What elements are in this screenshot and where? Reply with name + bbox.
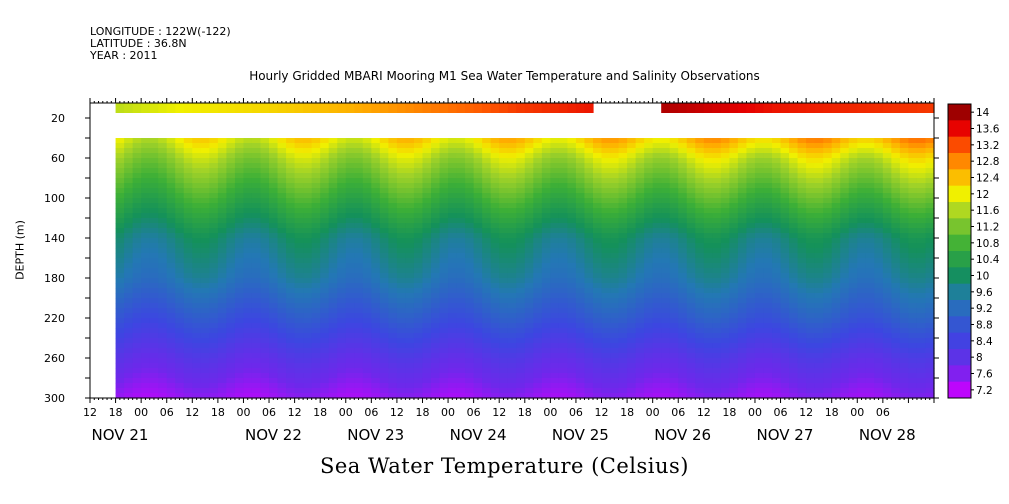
colorbar-swatch	[948, 185, 971, 203]
x-tick-label: 12	[185, 406, 199, 419]
colorbar-label: 8.4	[976, 336, 993, 348]
x-day-label: NOV 28	[859, 426, 916, 444]
colorbar-label: 9.2	[976, 303, 993, 315]
colorbar-swatch	[948, 104, 971, 121]
x-tick-label: 12	[288, 406, 302, 419]
colorbar-swatch	[948, 332, 971, 350]
y-tick-label: 140	[44, 232, 65, 245]
x-tick-label: 18	[825, 406, 839, 419]
colorbar: 14 13.6 13.2 12.8 12.4 12 11.6 11.2 10.8 10.4 10 9.…	[947, 103, 1000, 399]
year-label: YEAR : 2011	[90, 49, 158, 62]
colorbar-swatch	[948, 202, 971, 219]
x-tick-label: 06	[774, 406, 788, 419]
x-day-label: NOV 23	[347, 426, 404, 444]
surface-band	[115, 103, 935, 113]
x-tick-label: 18	[313, 406, 327, 419]
colorbar-label: 9.6	[976, 287, 993, 299]
colorbar-swatch	[948, 136, 971, 154]
colorbar-swatch	[948, 283, 971, 301]
x-tick-label: 18	[518, 406, 532, 419]
colorbar-label: 10	[976, 271, 989, 283]
colorbar-swatch	[948, 267, 971, 285]
x-tick-label: 12	[492, 406, 506, 419]
x-tick-label: 12	[83, 406, 97, 419]
colorbar-label: 8	[976, 352, 983, 364]
colorbar-swatch	[948, 169, 971, 187]
colorbar-label: 11.2	[976, 222, 999, 234]
x-tick-label: 00	[748, 406, 762, 419]
x-tick-label: 12	[390, 406, 404, 419]
x-axis-label: Sea Water Temperature (Celsius)	[319, 454, 689, 478]
x-tick-label: 18	[109, 406, 123, 419]
colorbar-label: 10.8	[976, 238, 999, 250]
x-tick-label: 06	[876, 406, 890, 419]
colorbar-swatch	[948, 381, 971, 399]
colorbar-label: 13.2	[976, 140, 999, 152]
colorbar-label: 7.6	[976, 369, 993, 381]
colorbar-label: 12.8	[976, 156, 999, 168]
y-tick-label: 20	[51, 112, 65, 125]
x-tick-label: 06	[671, 406, 685, 419]
colorbar-swatch	[948, 120, 971, 138]
x-tick-label: 06	[262, 406, 276, 419]
x-tick-label: 00	[339, 406, 353, 419]
y-tick-label: 220	[44, 312, 65, 325]
colorbar-swatch	[948, 349, 971, 366]
x-tick-label: 12	[697, 406, 711, 419]
x-day-label: NOV 21	[92, 426, 149, 444]
x-tick-label: 18	[620, 406, 634, 419]
latitude-label: LATITUDE : 36.8N	[90, 37, 187, 50]
x-tick-label: 18	[211, 406, 225, 419]
x-tick-label: 00	[236, 406, 250, 419]
y-tick-label: 300	[44, 392, 65, 405]
x-tick-label: 18	[722, 406, 736, 419]
x-tick-label: 12	[799, 406, 813, 419]
x-tick-label: 00	[543, 406, 557, 419]
x-day-label: NOV 25	[552, 426, 609, 444]
y-tick-label: 100	[44, 192, 65, 205]
colorbar-label: 12	[976, 189, 989, 201]
x-tick-label: 00	[134, 406, 148, 419]
longitude-label: LONGITUDE : 122W(-122)	[90, 25, 231, 38]
colorbar-label: 13.6	[976, 124, 1000, 136]
x-tick-label: 06	[467, 406, 481, 419]
x-tick-label: 00	[441, 406, 455, 419]
y-tick-label: 260	[44, 352, 65, 365]
x-day-label: NOV 22	[245, 426, 302, 444]
colorbar-label: 11.6	[976, 205, 1000, 217]
x-tick-label: 06	[160, 406, 174, 419]
x-tick-label: 12	[595, 406, 609, 419]
x-tick-label: 18	[415, 406, 429, 419]
colorbar-swatch	[948, 300, 971, 317]
x-day-label: NOV 26	[654, 426, 711, 444]
colorbar-label: 12.4	[976, 173, 1000, 185]
x-tick-label: 00	[646, 406, 660, 419]
chart-title: Hourly Gridded MBARI Mooring M1 Sea Wate…	[249, 69, 760, 83]
heatmap-cells	[115, 138, 935, 399]
colorbar-label: 10.4	[976, 254, 1000, 266]
colorbar-swatch	[948, 153, 971, 170]
colorbar-swatch	[948, 234, 971, 252]
colorbar-swatch	[948, 218, 971, 236]
colorbar-frame	[947, 103, 972, 399]
colorbar-label: 7.2	[976, 385, 993, 397]
x-tick-label: 06	[569, 406, 583, 419]
x-day-label: NOV 27	[757, 426, 814, 444]
colorbar-label: 8.8	[976, 320, 993, 332]
colorbar-swatch	[948, 365, 971, 383]
x-day-label: NOV 24	[450, 426, 507, 444]
y-tick-label: 180	[44, 272, 65, 285]
y-axis: 20 60 100 140 180 220 260 300	[44, 112, 939, 405]
x-axis: 12 18 00 06 12 18 00 06 12 18 00 06 12 18 00 06 12 18 00 06…	[83, 98, 935, 444]
x-tick-label: 00	[850, 406, 864, 419]
colorbar-label: 14	[976, 107, 990, 119]
colorbar-swatch	[948, 316, 971, 334]
x-tick-label: 06	[364, 406, 378, 419]
y-tick-label: 60	[51, 152, 65, 165]
colorbar-swatch	[948, 251, 971, 268]
